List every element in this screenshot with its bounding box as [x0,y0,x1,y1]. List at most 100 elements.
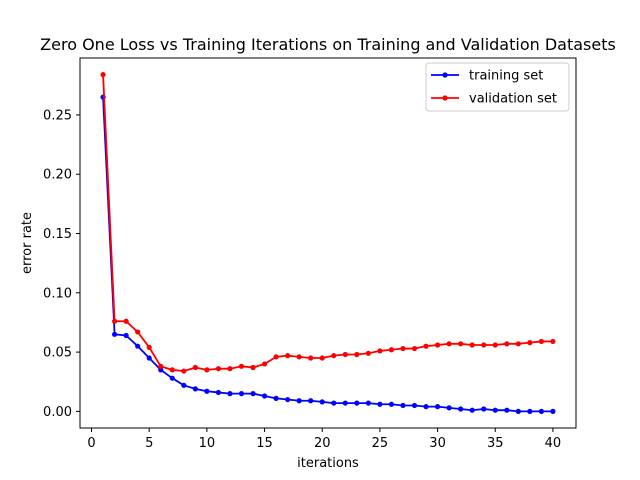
x-tick-label: 10 [199,436,216,451]
data-point-training-set [331,400,337,406]
data-point-validation-set [400,345,406,352]
data-point-training-set [481,406,487,412]
data-point-training-set [215,389,222,396]
data-point-training-set [515,408,521,414]
y-tick-label: 0.10 [43,286,72,301]
data-point-validation-set [411,345,418,352]
data-point-validation-set [423,343,429,349]
x-tick-label: 0 [87,436,95,451]
data-point-training-set [527,408,533,414]
data-point-validation-set [112,318,118,324]
data-point-training-set [169,375,175,381]
series-line-training-set [102,97,553,413]
data-point-training-set [423,404,429,410]
data-point-training-set [227,391,233,397]
data-point-training-set [181,382,187,388]
data-point-validation-set [238,363,245,369]
data-point-training-set [469,407,475,413]
data-point-training-set [446,405,452,411]
data-point-training-set [296,398,302,404]
data-point-validation-set [169,367,175,373]
x-tick-label: 5 [145,436,153,451]
data-point-training-set [504,407,510,413]
data-point-validation-set [146,344,152,350]
data-point-training-set [388,401,395,407]
data-point-validation-set [319,355,325,361]
legend-marker-training-set [442,72,448,78]
data-point-validation-set [354,351,360,358]
x-tick-label: 30 [429,436,446,451]
series-layer [100,72,556,414]
data-point-training-set [123,332,129,339]
data-point-training-set [411,402,418,409]
data-point-validation-set [469,342,475,348]
y-axis-label: error rate [20,212,35,274]
data-point-validation-set [492,342,498,348]
data-point-validation-set [365,350,371,356]
data-point-validation-set [504,341,510,347]
data-point-training-set [146,355,152,361]
data-point-training-set [400,402,406,409]
data-point-validation-set [181,368,187,374]
data-point-training-set [342,400,348,406]
data-point-training-set [354,400,360,406]
data-point-training-set [112,331,118,337]
x-tick-label: 20 [314,436,331,451]
data-point-validation-set [446,341,452,347]
data-point-validation-set [250,364,256,371]
data-point-validation-set [550,338,556,345]
data-point-training-set [550,408,556,414]
data-point-validation-set [538,338,544,345]
legend-marker-validation-set [442,95,448,101]
data-point-validation-set [308,355,314,361]
data-point-validation-set [377,348,383,354]
plot-area [79,57,577,429]
data-point-training-set [135,343,141,349]
data-point-validation-set [481,342,487,348]
data-point-training-set [238,391,245,397]
data-point-validation-set [158,363,164,369]
data-point-training-set [250,391,256,397]
y-tick-label: 0.15 [43,227,72,242]
data-point-validation-set [296,354,302,360]
data-point-validation-set [100,72,106,78]
legend-label-training-set: training set [469,69,543,84]
data-point-training-set [273,395,279,401]
data-point-validation-set [331,353,337,359]
x-tick-label: 15 [256,436,273,451]
legend-box [425,62,570,112]
data-point-training-set [492,407,498,413]
x-tick-label: 35 [487,436,504,451]
data-point-training-set [319,399,325,405]
data-point-validation-set [342,351,348,358]
data-point-validation-set [515,341,521,347]
y-tick-label: 0.20 [43,168,72,183]
data-point-validation-set [215,366,222,372]
data-point-training-set [538,408,544,414]
data-point-training-set [458,406,464,412]
x-tick-label: 40 [545,436,562,451]
data-point-training-set [377,401,383,407]
x-tick-label: 25 [372,436,389,451]
data-point-validation-set [227,366,233,372]
series-line-validation-set [102,74,553,372]
data-point-validation-set [261,361,268,367]
legend-label-validation-set: validation set [469,92,557,107]
y-tick-label: 0.00 [43,405,72,420]
data-point-training-set [285,396,291,403]
data-point-training-set [158,367,164,373]
legend: training set validation set [425,62,570,112]
y-axis: 0.00 0.05 0.10 0.15 0.20 0.25 [43,108,80,420]
data-point-training-set [434,404,441,410]
data-point-validation-set [135,329,141,335]
y-tick-label: 0.25 [43,108,72,123]
data-point-validation-set [273,354,279,360]
x-axis-label: iterations [297,456,359,471]
data-point-validation-set [458,341,464,347]
data-point-validation-set [388,347,395,353]
chart-title: Zero One Loss vs Training Iterations on … [40,35,616,54]
data-point-training-set [192,386,198,392]
y-tick-label: 0.05 [43,346,72,361]
x-axis: 0 5 10 15 20 25 30 35 40 [87,428,561,451]
